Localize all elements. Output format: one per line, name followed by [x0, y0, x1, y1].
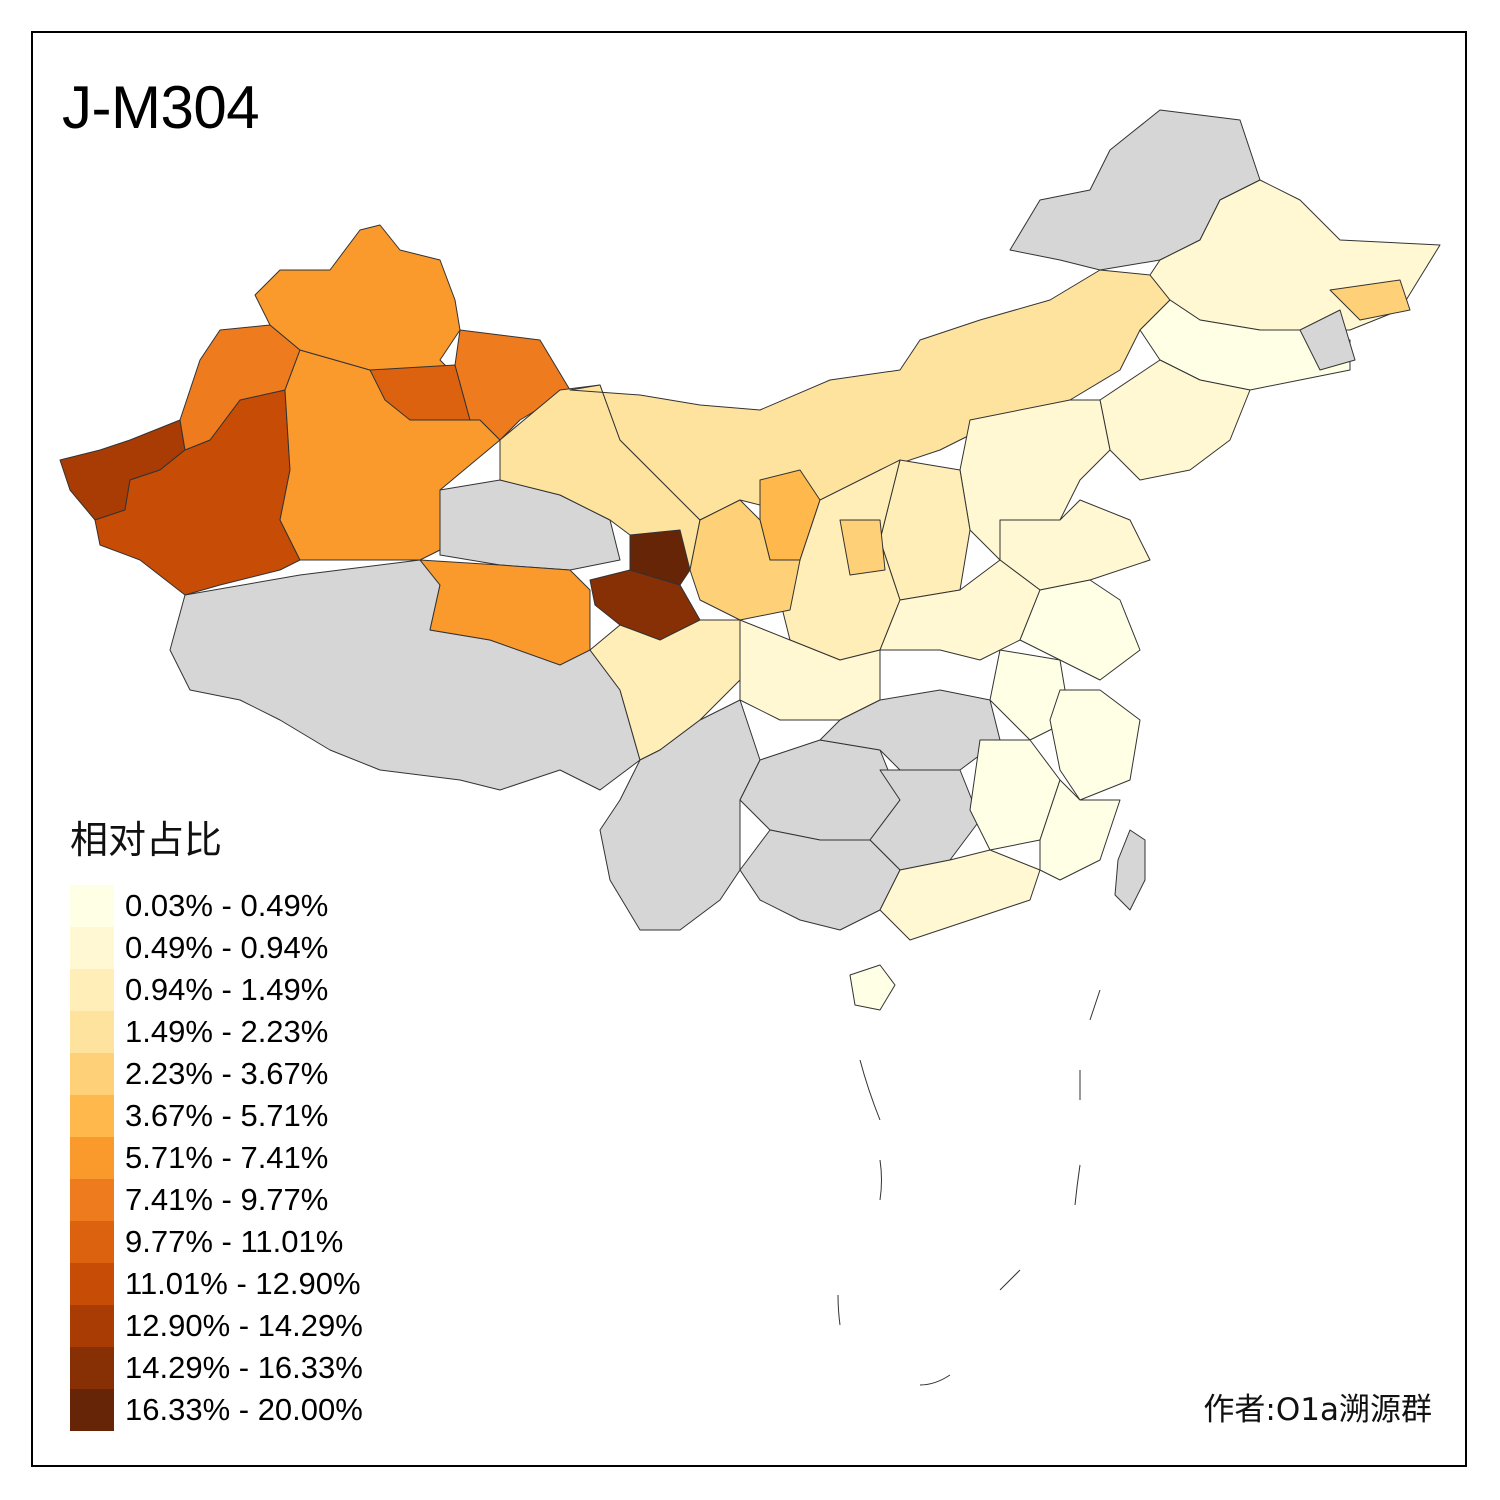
region-jiangsu: [1019, 579, 1141, 681]
legend-swatch: [70, 1389, 114, 1431]
map-frame: [31, 31, 1467, 1467]
legend-item: 12.90% - 14.29%: [70, 1305, 363, 1347]
legend-item: 9.77% - 11.01%: [70, 1221, 363, 1263]
region-taiwan: [1114, 829, 1146, 911]
legend-label: 12.90% - 14.29%: [125, 1308, 363, 1343]
legend-swatch: [70, 1347, 114, 1389]
region-heilongjiang-east: [1329, 279, 1411, 321]
legend-swatch: [70, 1179, 114, 1221]
region-guizhou: [739, 739, 901, 841]
south-china-sea-islands: [837, 989, 1101, 1386]
legend-swatch: [70, 1053, 114, 1095]
region-anhui: [989, 649, 1071, 741]
author-credit: 作者:O1a溯源群: [1203, 1392, 1432, 1428]
region-liaoning: [1099, 359, 1251, 481]
legend-item: 1.49% - 2.23%: [70, 1011, 363, 1053]
legend-label: 11.01% - 12.90%: [125, 1266, 361, 1301]
region-qinghai-south: [419, 559, 591, 666]
legend-item: 2.23% - 3.67%: [70, 1053, 363, 1095]
legend-label: 3.67% - 5.71%: [125, 1098, 329, 1133]
region-xinjiang-turpan: [369, 364, 471, 421]
region-gansu-east: [689, 499, 801, 621]
legend-swatch: [70, 1011, 114, 1053]
legend-item: 3.67% - 5.71%: [70, 1095, 363, 1137]
legend-swatch: [70, 1221, 114, 1263]
region-zhejiang: [1049, 689, 1141, 801]
legend-label: 0.03% - 0.49%: [125, 888, 329, 923]
legend-item: 0.03% - 0.49%: [70, 885, 363, 927]
legend-item: 7.41% - 9.77%: [70, 1179, 363, 1221]
legend-swatch: [70, 1095, 114, 1137]
legend-swatch: [70, 1263, 114, 1305]
legend-label: 9.77% - 11.01%: [125, 1224, 344, 1259]
legend-swatch: [70, 969, 114, 1011]
legend-label: 5.71% - 7.41%: [125, 1140, 329, 1175]
legend-label: 0.49% - 0.94%: [125, 930, 329, 965]
legend-item: 0.94% - 1.49%: [70, 969, 363, 1011]
legend-swatch: [70, 1137, 114, 1179]
map-title: J-M304: [62, 74, 260, 141]
region-jilin-east: [1299, 309, 1356, 371]
legend-item: 16.33% - 20.00%: [70, 1389, 363, 1431]
legend-swatch: [70, 1305, 114, 1347]
region-hainan: [849, 964, 896, 1011]
region-fujian: [1039, 779, 1121, 881]
legend-label: 7.41% - 9.77%: [125, 1182, 329, 1217]
legend-item: 14.29% - 16.33%: [70, 1347, 363, 1389]
legend-title: 相对占比: [70, 818, 223, 862]
province-polygons: [59, 109, 1441, 1011]
legend-swatch: [70, 927, 114, 969]
legend-label: 1.49% - 2.23%: [125, 1014, 329, 1049]
legend-label: 0.94% - 1.49%: [125, 972, 329, 1007]
legend-label: 14.29% - 16.33%: [125, 1350, 363, 1385]
region-guangdong: [879, 849, 1041, 941]
legend-item: 0.49% - 0.94%: [70, 927, 363, 969]
region-yunnan: [599, 699, 761, 931]
legend-items: 0.03% - 0.49% 0.49% - 0.94% 0.94% - 1.49% 1…: [70, 885, 363, 1431]
legend: 相对占比 0.03% - 0.49% 0.49% - 0.94% 0.94% - 1…: [70, 815, 363, 1431]
legend-swatch: [70, 885, 114, 927]
region-shaanxi-yanan: [839, 519, 886, 576]
region-xinjiang-north: [254, 224, 461, 381]
legend-item: 11.01% - 12.90%: [70, 1263, 363, 1305]
legend-label: 2.23% - 3.67%: [125, 1056, 329, 1091]
legend-item: 5.71% - 7.41%: [70, 1137, 363, 1179]
legend-label: 16.33% - 20.00%: [125, 1392, 363, 1427]
